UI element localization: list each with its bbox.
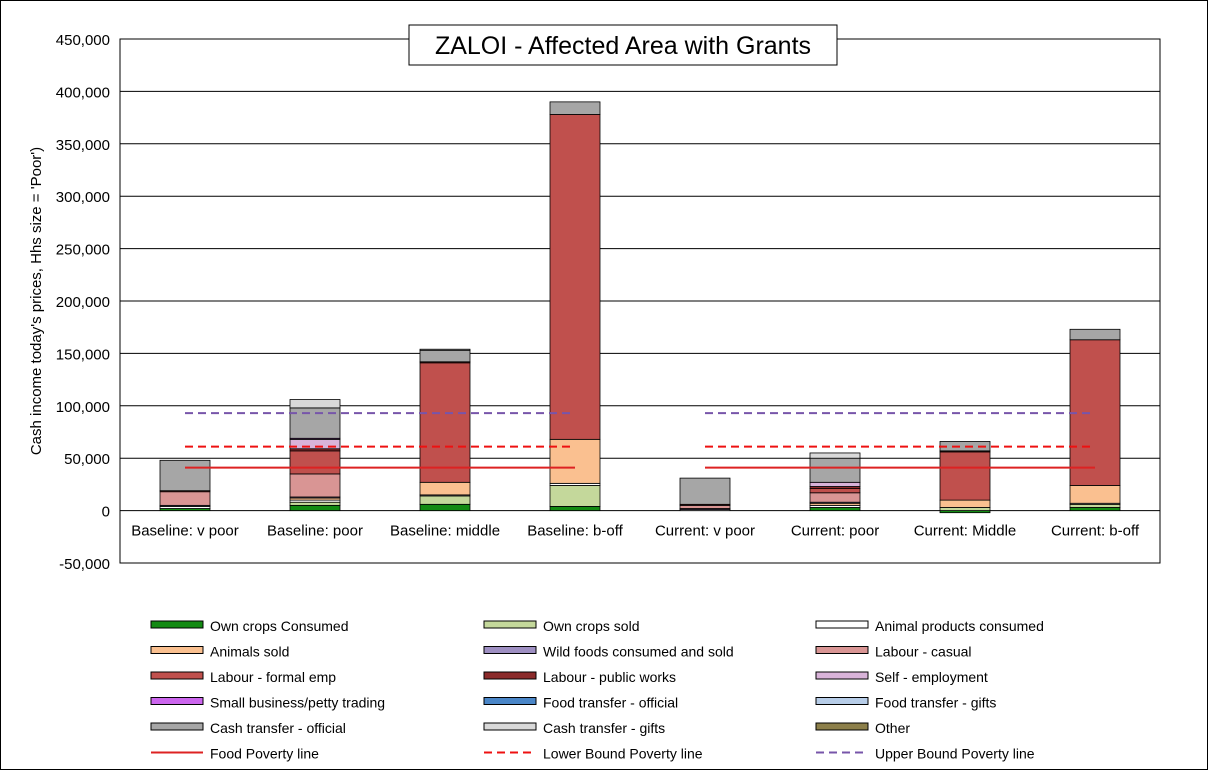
- bar-segment: [939, 507, 991, 511]
- gridlines: [119, 38, 1161, 564]
- legend-swatch: [815, 671, 869, 680]
- bar-segment: [289, 504, 341, 511]
- legend-label: Own crops sold: [543, 618, 639, 634]
- bar-segment: [549, 101, 601, 115]
- y-tick-label: 0: [102, 504, 110, 521]
- bar-segment: [809, 492, 861, 503]
- bar-segment: [289, 450, 341, 475]
- bar-segment: [419, 362, 471, 483]
- x-tick-label: Current: v poor: [655, 523, 755, 540]
- x-tick-label: Baseline: b-off: [527, 523, 623, 540]
- legend-label: Own crops Consumed: [210, 618, 349, 634]
- bar-segment: [419, 348, 471, 351]
- bar-segment: [419, 503, 471, 512]
- y-tick-label: 100,000: [56, 399, 110, 416]
- legend-label: Food Poverty line: [210, 746, 319, 762]
- legend-label: Lower Bound Poverty line: [543, 746, 703, 762]
- legend-label: Cash transfer - gifts: [543, 720, 665, 736]
- legend-label: Food transfer - gifts: [875, 695, 996, 711]
- bar-segment: [549, 438, 601, 484]
- legend-swatch: [150, 697, 204, 705]
- bar-segment: [419, 495, 471, 505]
- x-tick-label: Baseline: v poor: [131, 523, 239, 540]
- bar-segment: [159, 491, 211, 506]
- legend-swatch: [483, 671, 537, 680]
- bar-segment: [939, 451, 991, 501]
- bar-segment: [159, 459, 211, 492]
- y-tick-label: 450,000: [56, 32, 110, 49]
- bar-segment: [809, 507, 861, 511]
- legend-swatch: [815, 646, 869, 654]
- y-tick-label: -50,000: [59, 556, 110, 573]
- legend-swatch: [815, 697, 869, 705]
- legend-label: Labour - public works: [543, 669, 676, 685]
- legend-label: Labour - casual: [875, 644, 972, 660]
- bar-segment: [679, 504, 731, 509]
- bar-segment: [289, 473, 341, 498]
- legend-swatch: [483, 620, 537, 629]
- chart-title-box: ZALOI - Affected Area with Grants: [408, 24, 838, 66]
- bar-segment: [419, 481, 471, 496]
- legend-swatch: [483, 697, 537, 705]
- legend-label: Food transfer - official: [543, 695, 678, 711]
- legend-label: Upper Bound Poverty line: [875, 746, 1035, 762]
- legend-label: Animals sold: [210, 644, 289, 660]
- y-tick-label: 250,000: [56, 242, 110, 259]
- legend-swatch: [483, 722, 537, 731]
- bar-segment: [1069, 339, 1121, 486]
- legend-swatch: [150, 620, 204, 629]
- y-tick-label: 400,000: [56, 84, 110, 101]
- bar-segment: [809, 452, 861, 459]
- bar-segment: [549, 114, 601, 440]
- legend-label: Wild foods consumed and sold: [543, 644, 734, 660]
- x-tick-label: Current: poor: [791, 523, 879, 540]
- bar-segment: [1069, 485, 1121, 504]
- bar-segment: [1069, 328, 1121, 341]
- y-tick-label: 300,000: [56, 189, 110, 206]
- bar-segment: [549, 485, 601, 507]
- x-tick-label: Current: b-off: [1051, 523, 1140, 540]
- x-tick-label: Current: Middle: [914, 523, 1017, 540]
- bar-segment: [1069, 503, 1121, 508]
- legend-label: Animal products consumed: [875, 618, 1044, 634]
- legend-swatch: [150, 646, 204, 654]
- y-tick-label: 350,000: [56, 137, 110, 154]
- legend-swatch: [815, 620, 869, 629]
- bar-segment: [809, 457, 861, 483]
- y-tick-label: 150,000: [56, 346, 110, 363]
- bar-segment: [289, 399, 341, 409]
- legend-swatch: [150, 671, 204, 680]
- legend-label: Self - employment: [875, 669, 988, 685]
- bar-segment: [809, 488, 861, 494]
- x-tick-label: Baseline: middle: [390, 523, 500, 540]
- bar-segment: [939, 499, 991, 508]
- bar-segment: [679, 477, 731, 505]
- legend-label: Other: [875, 720, 910, 736]
- chart-title: ZALOI - Affected Area with Grants: [435, 32, 811, 60]
- bar-segment: [549, 506, 601, 511]
- bar-segment: [809, 481, 861, 487]
- x-tick-label: Baseline: poor: [267, 523, 363, 540]
- poverty-lines: [185, 412, 1095, 469]
- bar-segment: [419, 349, 471, 363]
- legend-swatch: [483, 646, 537, 654]
- y-tick-label: 50,000: [64, 451, 110, 468]
- axes: -50,000 0 50,000 100,000 150,000 200,000 250,0…: [56, 32, 1140, 573]
- legend-label: Small business/petty trading: [210, 695, 385, 711]
- y-tick-label: 200,000: [56, 294, 110, 311]
- legend-label: Cash transfer - official: [210, 720, 346, 736]
- legend-swatch: [150, 722, 204, 731]
- legend-swatch: [815, 722, 869, 731]
- y-axis-label: Cash income today's prices, Hhs size = '…: [28, 147, 45, 455]
- legend: Own crops Consumed Own crops sold Animal p…: [150, 618, 1044, 762]
- legend-label: Labour - formal emp: [210, 669, 336, 685]
- bar-segment: [289, 501, 341, 506]
- bar-segment: [1069, 507, 1121, 511]
